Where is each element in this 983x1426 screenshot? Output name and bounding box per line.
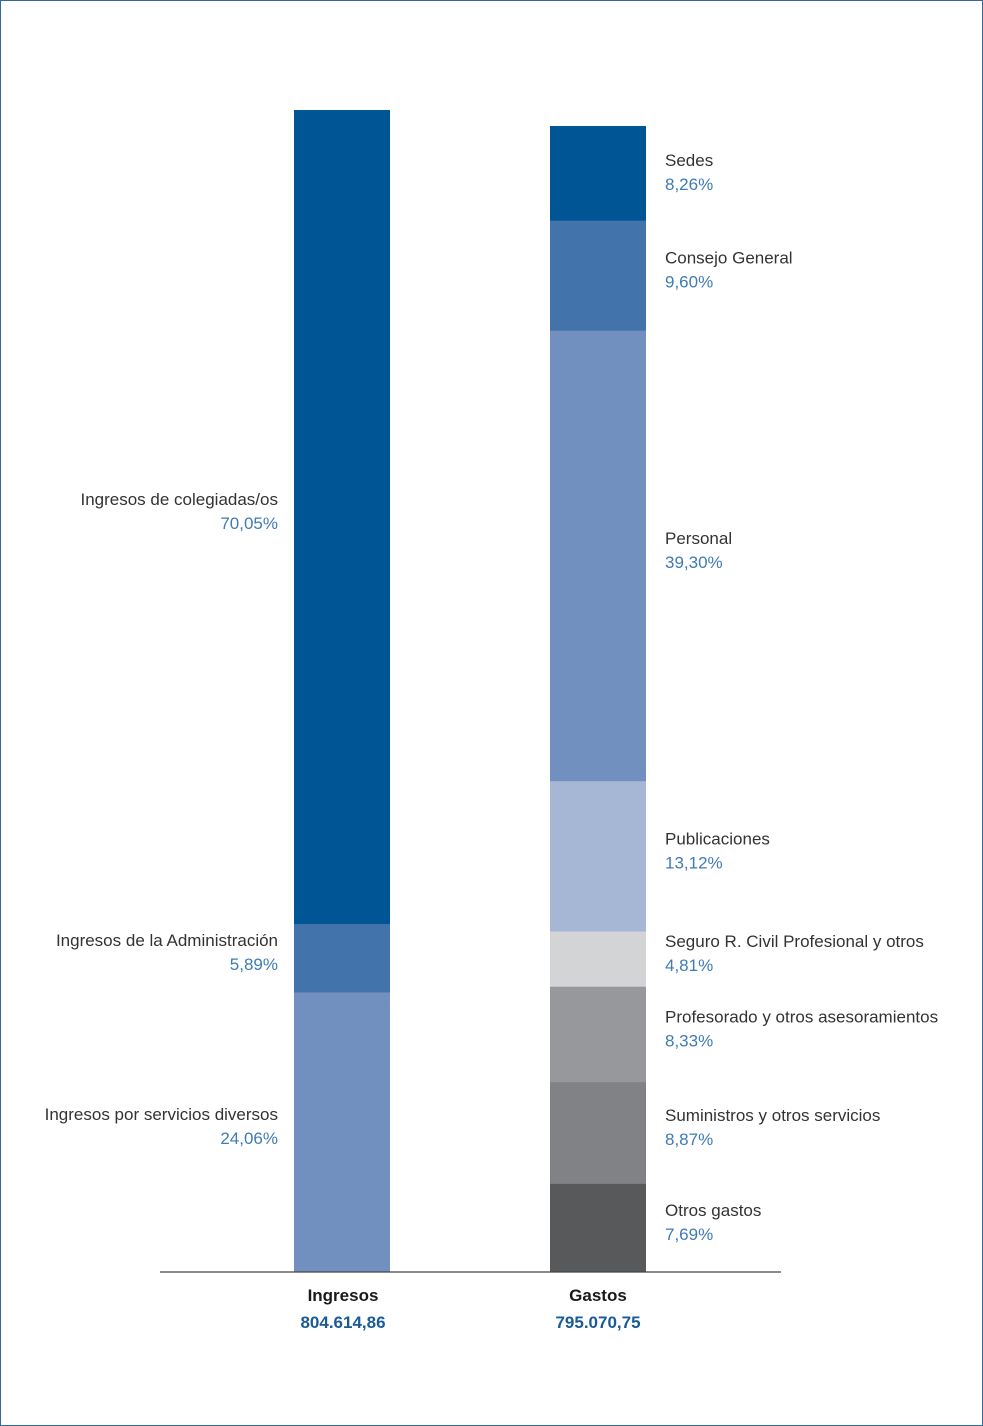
segment-label-publicaciones: Publicaciones [665, 829, 770, 848]
bar-segment-publicaciones [550, 781, 646, 933]
segment-value-ingresos-por-servicios-diversos: 24,06% [220, 1129, 278, 1148]
bar-segment-consejo-general [550, 220, 646, 332]
segment-label-ingresos-de-colegiadas-os: Ingresos de colegiadas/os [80, 490, 278, 509]
segment-value-ingresos-de-colegiadas-os: 70,05% [220, 514, 278, 533]
bar-segment-ingresos-de-la-administracion [294, 923, 390, 993]
segment-value-publicaciones: 13,12% [665, 853, 723, 872]
bar-segment-seguro-r-civil-profesional-y-otros [550, 931, 646, 988]
bar-segment-ingresos-por-servicios-diversos [294, 992, 390, 1273]
bar-segment-suministros-y-otros-servicios [550, 1082, 646, 1185]
segment-labels: Ingresos de colegiadas/os 70,05% Ingresos … [45, 151, 938, 1244]
segment-value-profesorado-y-otros-asesoramientos: 8,33% [665, 1031, 713, 1050]
bar-segment-profesorado-y-otros-asesoramientos [550, 986, 646, 1083]
segment-label-sedes: Sedes [665, 151, 713, 170]
segment-label-ingresos-de-la-administracion: Ingresos de la Administración [56, 931, 278, 950]
segment-value-sedes: 8,26% [665, 175, 713, 194]
segment-label-suministros-y-otros-servicios: Suministros y otros servicios [665, 1106, 880, 1125]
bar-name-ingresos: Ingresos [308, 1286, 379, 1305]
segment-label-personal: Personal [665, 529, 732, 548]
bar-segment-ingresos-de-colegiadas-os [294, 110, 390, 925]
segment-label-seguro-r-civil-profesional-y-otros: Seguro R. Civil Profesional y otros [665, 932, 924, 951]
bar-segment-personal [550, 330, 646, 782]
segment-value-seguro-r-civil-profesional-y-otros: 4,81% [665, 956, 713, 975]
segment-value-ingresos-de-la-administracion: 5,89% [230, 955, 278, 974]
bar-total-ingresos: 804.614,86 [300, 1313, 385, 1332]
bar-segments [294, 110, 646, 1273]
bar-name-gastos: Gastos [569, 1286, 627, 1305]
segment-value-consejo-general: 9,60% [665, 273, 713, 292]
segment-label-profesorado-y-otros-asesoramientos: Profesorado y otros asesoramientos [665, 1007, 938, 1026]
segment-value-suministros-y-otros-servicios: 8,87% [665, 1130, 713, 1149]
segment-label-consejo-general: Consejo General [665, 249, 793, 268]
segment-label-ingresos-por-servicios-diversos: Ingresos por servicios diversos [45, 1105, 278, 1124]
segment-value-otros-gastos: 7,69% [665, 1225, 713, 1244]
segment-value-personal: 39,30% [665, 553, 723, 572]
segment-label-otros-gastos: Otros gastos [665, 1201, 761, 1220]
bar-segment-otros-gastos [550, 1183, 646, 1273]
bar-total-gastos: 795.070,75 [555, 1313, 640, 1332]
bar-segment-sedes [550, 126, 646, 222]
